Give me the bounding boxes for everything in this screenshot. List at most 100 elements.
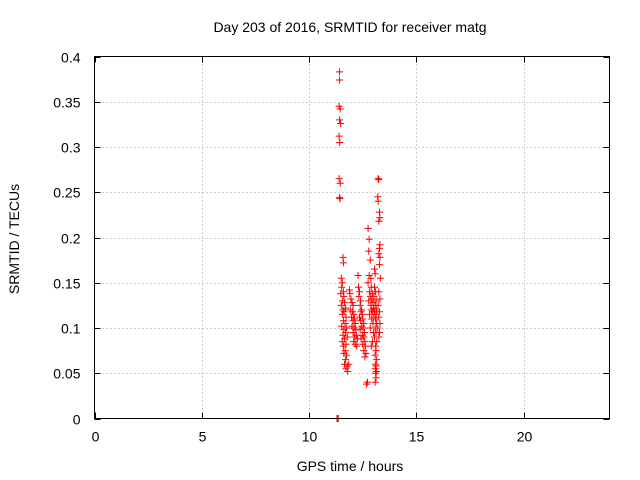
data-point (335, 132, 343, 140)
data-point (351, 315, 359, 323)
data-point (339, 331, 347, 339)
data-point (346, 290, 354, 298)
x-axis-label: GPS time / hours (297, 458, 404, 474)
data-point (366, 310, 374, 318)
data-point (375, 217, 383, 225)
data-point (376, 253, 384, 261)
data-point (344, 367, 352, 375)
y-tick-label: 0.25 (53, 185, 80, 201)
data-point (336, 138, 344, 146)
data-point (356, 288, 364, 296)
grid-lines (94, 56, 610, 419)
data-point (373, 356, 381, 364)
data-point (337, 274, 345, 282)
data-point (349, 301, 357, 309)
data-points (333, 68, 384, 422)
x-tick-label: 20 (517, 429, 533, 445)
data-point (375, 261, 383, 269)
data-point (365, 247, 373, 255)
data-point (375, 313, 383, 321)
data-point (372, 347, 380, 355)
data-point (338, 310, 346, 318)
data-point (336, 105, 344, 113)
data-point (356, 326, 364, 334)
data-point (348, 313, 356, 321)
x-tick-label: 0 (92, 429, 100, 445)
data-point (358, 322, 366, 330)
data-point (356, 301, 364, 309)
y-tick-label: 0.35 (53, 95, 80, 111)
data-point (372, 297, 380, 305)
data-point (336, 116, 344, 124)
data-point (376, 319, 384, 327)
x-tick-label: 10 (302, 429, 318, 445)
data-point (375, 288, 383, 296)
chart-title: Day 203 of 2016, SRMTID for receiver mat… (213, 19, 486, 35)
data-point (372, 367, 380, 375)
data-point (371, 378, 379, 386)
data-point (376, 274, 384, 282)
y-axis-label: SRMTID / TECUs (6, 184, 22, 294)
data-point (363, 378, 371, 386)
y-tick-label: 0.3 (61, 140, 81, 156)
data-point (371, 283, 379, 291)
data-point (375, 176, 383, 184)
data-point (339, 342, 347, 350)
data-point (372, 315, 380, 323)
tick-labels: 0 5 10 15 20 0 0.05 0.1 0.15 0.2 0.25 0.3 0.35 0.4 (53, 50, 532, 445)
data-point (371, 351, 379, 359)
data-point (375, 333, 383, 341)
data-point (345, 360, 353, 368)
y-tick-label: 0.15 (53, 276, 80, 292)
data-point (356, 313, 364, 321)
data-point (351, 340, 359, 348)
data-point (374, 175, 382, 183)
data-point (342, 356, 350, 364)
data-point (354, 272, 362, 280)
data-point (365, 297, 373, 305)
data-point (371, 265, 379, 273)
data-point (376, 295, 384, 303)
axis-ticks (94, 56, 610, 420)
data-point (374, 197, 382, 205)
data-point (363, 380, 371, 388)
data-point (336, 68, 344, 76)
data-point (375, 244, 383, 252)
plot-area-border (94, 56, 610, 419)
data-point (364, 224, 372, 232)
data-point (357, 335, 365, 343)
data-point (338, 322, 346, 330)
data-point (354, 283, 362, 291)
data-point (361, 353, 369, 361)
data-point (373, 338, 381, 346)
data-point (336, 179, 344, 187)
y-tick-label: 0.4 (61, 50, 81, 66)
x-tick-label: 5 (199, 429, 207, 445)
y-tick-label: 0 (73, 412, 81, 428)
data-point (355, 292, 363, 300)
data-point (336, 76, 344, 84)
data-point (359, 324, 367, 332)
data-point (371, 270, 379, 278)
data-point (353, 342, 361, 350)
data-point (352, 331, 360, 339)
data-point (338, 279, 346, 287)
data-point (336, 195, 344, 203)
data-point (347, 295, 355, 303)
data-point (370, 292, 378, 300)
data-point (337, 119, 345, 127)
data-point (338, 283, 346, 291)
data-point (366, 256, 374, 264)
data-point (337, 301, 345, 309)
data-point (339, 306, 347, 314)
data-point (374, 324, 382, 332)
data-point (376, 214, 384, 222)
data-point (375, 250, 383, 258)
data-point (375, 308, 383, 316)
data-point (361, 342, 369, 350)
data-point (375, 329, 383, 337)
data-point (362, 349, 370, 357)
data-point (365, 235, 373, 243)
data-point (339, 259, 347, 267)
